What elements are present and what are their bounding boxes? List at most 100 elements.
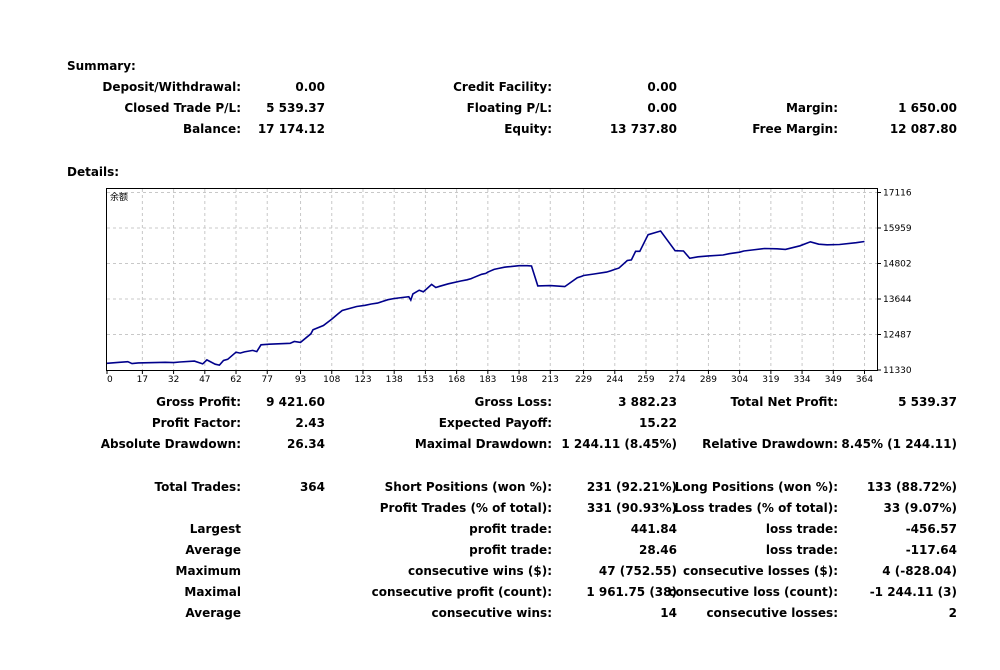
relative-drawdown-label: Relative Drawdown: — [702, 437, 838, 451]
x-tick-label: 17 — [137, 375, 148, 384]
maximal-label: Maximal — [184, 585, 241, 599]
balance-label: Balance: — [182, 122, 241, 136]
x-tick-label: 349 — [825, 375, 842, 384]
balance-series-line — [106, 230, 865, 366]
x-tick-label: 213 — [542, 375, 559, 384]
total-net-profit-value: 5 539.37 — [898, 395, 957, 409]
total-trades-label: Total Trades: — [154, 480, 241, 494]
maximal-consecutive-loss-value: -1 244.11 (3) — [869, 585, 957, 599]
gross-loss-label: Gross Loss: — [474, 395, 552, 409]
x-axis: 0 17 32 47 62 77 93 108 123 138 153 168 183 198 213 229… — [106, 370, 873, 384]
x-tick-label: 319 — [762, 375, 779, 384]
summary-heading: Summary: — [67, 59, 136, 73]
x-tick-label: 334 — [793, 375, 810, 384]
relative-drawdown-value: 8.45% (1 244.11) — [841, 437, 957, 451]
free-margin-value: 12 087.80 — [889, 122, 957, 136]
largest-profit-label: profit trade: — [469, 522, 552, 536]
long-positions-label: Long Positions (won %): — [674, 480, 838, 494]
maximal-consecutive-loss-label: consecutive loss (count): — [668, 585, 838, 599]
maximal-drawdown-label: Maximal Drawdown: — [414, 437, 552, 451]
profit-factor-label: Profit Factor: — [151, 416, 241, 430]
credit-value: 0.00 — [647, 80, 677, 94]
avg-consecutive-losses-label: consecutive losses: — [706, 606, 838, 620]
x-tick-label: 244 — [606, 375, 623, 384]
gross-profit-value: 9 421.60 — [266, 395, 325, 409]
x-tick-label: 364 — [856, 375, 873, 384]
largest-profit-value: 441.84 — [630, 522, 677, 536]
y-tick-label: 13644 — [883, 295, 912, 305]
maximal-drawdown-value: 1 244.11 (8.45%) — [561, 437, 677, 451]
floating-pl-value: 0.00 — [647, 101, 677, 115]
credit-label: Credit Facility: — [453, 80, 552, 94]
largest-loss-label: loss trade: — [765, 522, 838, 536]
average-consecutive-label: Average — [185, 606, 241, 620]
maximal-consecutive-profit-value: 1 961.75 (38) — [586, 585, 677, 599]
average-loss-label: loss trade: — [765, 543, 838, 557]
x-tick-label: 108 — [323, 375, 340, 384]
avg-consecutive-losses-value: 2 — [948, 606, 957, 620]
maximum-label: Maximum — [175, 564, 241, 578]
maximal-consecutive-profit-label: consecutive profit (count): — [371, 585, 552, 599]
expected-payoff-value: 15.22 — [639, 416, 677, 430]
x-tick-label: 289 — [700, 375, 717, 384]
profit-trades-label: Profit Trades (% of total): — [379, 501, 552, 515]
x-tick-label: 229 — [575, 375, 592, 384]
chart-title: 余额 — [110, 191, 128, 203]
x-tick-label: 259 — [637, 375, 654, 384]
expected-payoff-label: Expected Payoff: — [438, 416, 552, 430]
x-tick-label: 47 — [199, 375, 210, 384]
absolute-drawdown-value: 26.34 — [287, 437, 325, 451]
y-tick-label: 14802 — [883, 259, 912, 269]
x-tick-label: 274 — [669, 375, 686, 384]
x-tick-label: 32 — [168, 375, 179, 384]
y-tick-label: 17116 — [883, 188, 912, 198]
loss-trades-label: Loss trades (% of total): — [674, 501, 838, 515]
y-tick-label: 11330 — [883, 366, 912, 376]
average-loss-value: -117.64 — [905, 543, 957, 557]
details-heading: Details: — [67, 165, 120, 179]
free-margin-label: Free Margin: — [752, 122, 838, 136]
max-consecutive-losses-value: 4 (-828.04) — [882, 564, 957, 578]
y-axis: 11330 12487 13644 14802 15959 17116 — [877, 188, 912, 376]
floating-pl-label: Floating P/L: — [466, 101, 552, 115]
avg-consecutive-wins-label: consecutive wins: — [431, 606, 552, 620]
equity-label: Equity: — [504, 122, 552, 136]
deposit-label: Deposit/Withdrawal: — [102, 80, 241, 94]
average-profit-value: 28.46 — [639, 543, 677, 557]
profit-factor-value: 2.43 — [295, 416, 325, 430]
x-tick-label: 93 — [295, 375, 306, 384]
x-tick-label: 183 — [479, 375, 496, 384]
short-positions-label: Short Positions (won %): — [384, 480, 552, 494]
gross-profit-label: Gross Profit: — [156, 395, 241, 409]
max-consecutive-wins-label: consecutive wins ($): — [407, 564, 552, 578]
long-positions-value: 133 (88.72%) — [866, 480, 957, 494]
x-tick-label: 304 — [731, 375, 748, 384]
max-consecutive-losses-label: consecutive losses ($): — [682, 564, 838, 578]
absolute-drawdown-label: Absolute Drawdown: — [100, 437, 241, 451]
x-tick-label: 198 — [510, 375, 527, 384]
largest-loss-value: -456.57 — [905, 522, 957, 536]
x-tick-label: 168 — [448, 375, 465, 384]
chart-grid — [107, 189, 877, 370]
balance-chart: 余额 0 17 32 47 62 77 93 108 123 138 153 168 183 198 213… — [106, 188, 912, 384]
chart-frame — [106, 188, 878, 371]
x-tick-label: 0 — [107, 375, 113, 384]
profit-trades-value: 331 (90.93%) — [586, 501, 677, 515]
gross-loss-value: 3 882.23 — [618, 395, 677, 409]
average-profit-label: profit trade: — [469, 543, 552, 557]
margin-value: 1 650.00 — [898, 101, 957, 115]
x-tick-label: 138 — [386, 375, 403, 384]
x-tick-label: 62 — [230, 375, 241, 384]
max-consecutive-wins-value: 47 (752.55) — [598, 564, 677, 578]
y-tick-label: 12487 — [883, 331, 912, 341]
x-tick-label: 153 — [417, 375, 434, 384]
x-tick-label: 77 — [262, 375, 273, 384]
closed-pl-value: 5 539.37 — [266, 101, 325, 115]
margin-label: Margin: — [785, 101, 838, 115]
avg-consecutive-wins-value: 14 — [660, 606, 677, 620]
x-tick-label: 123 — [354, 375, 371, 384]
deposit-value: 0.00 — [295, 80, 325, 94]
balance-value: 17 174.12 — [257, 122, 325, 136]
short-positions-value: 231 (92.21%) — [586, 480, 677, 494]
average-label: Average — [185, 543, 241, 557]
